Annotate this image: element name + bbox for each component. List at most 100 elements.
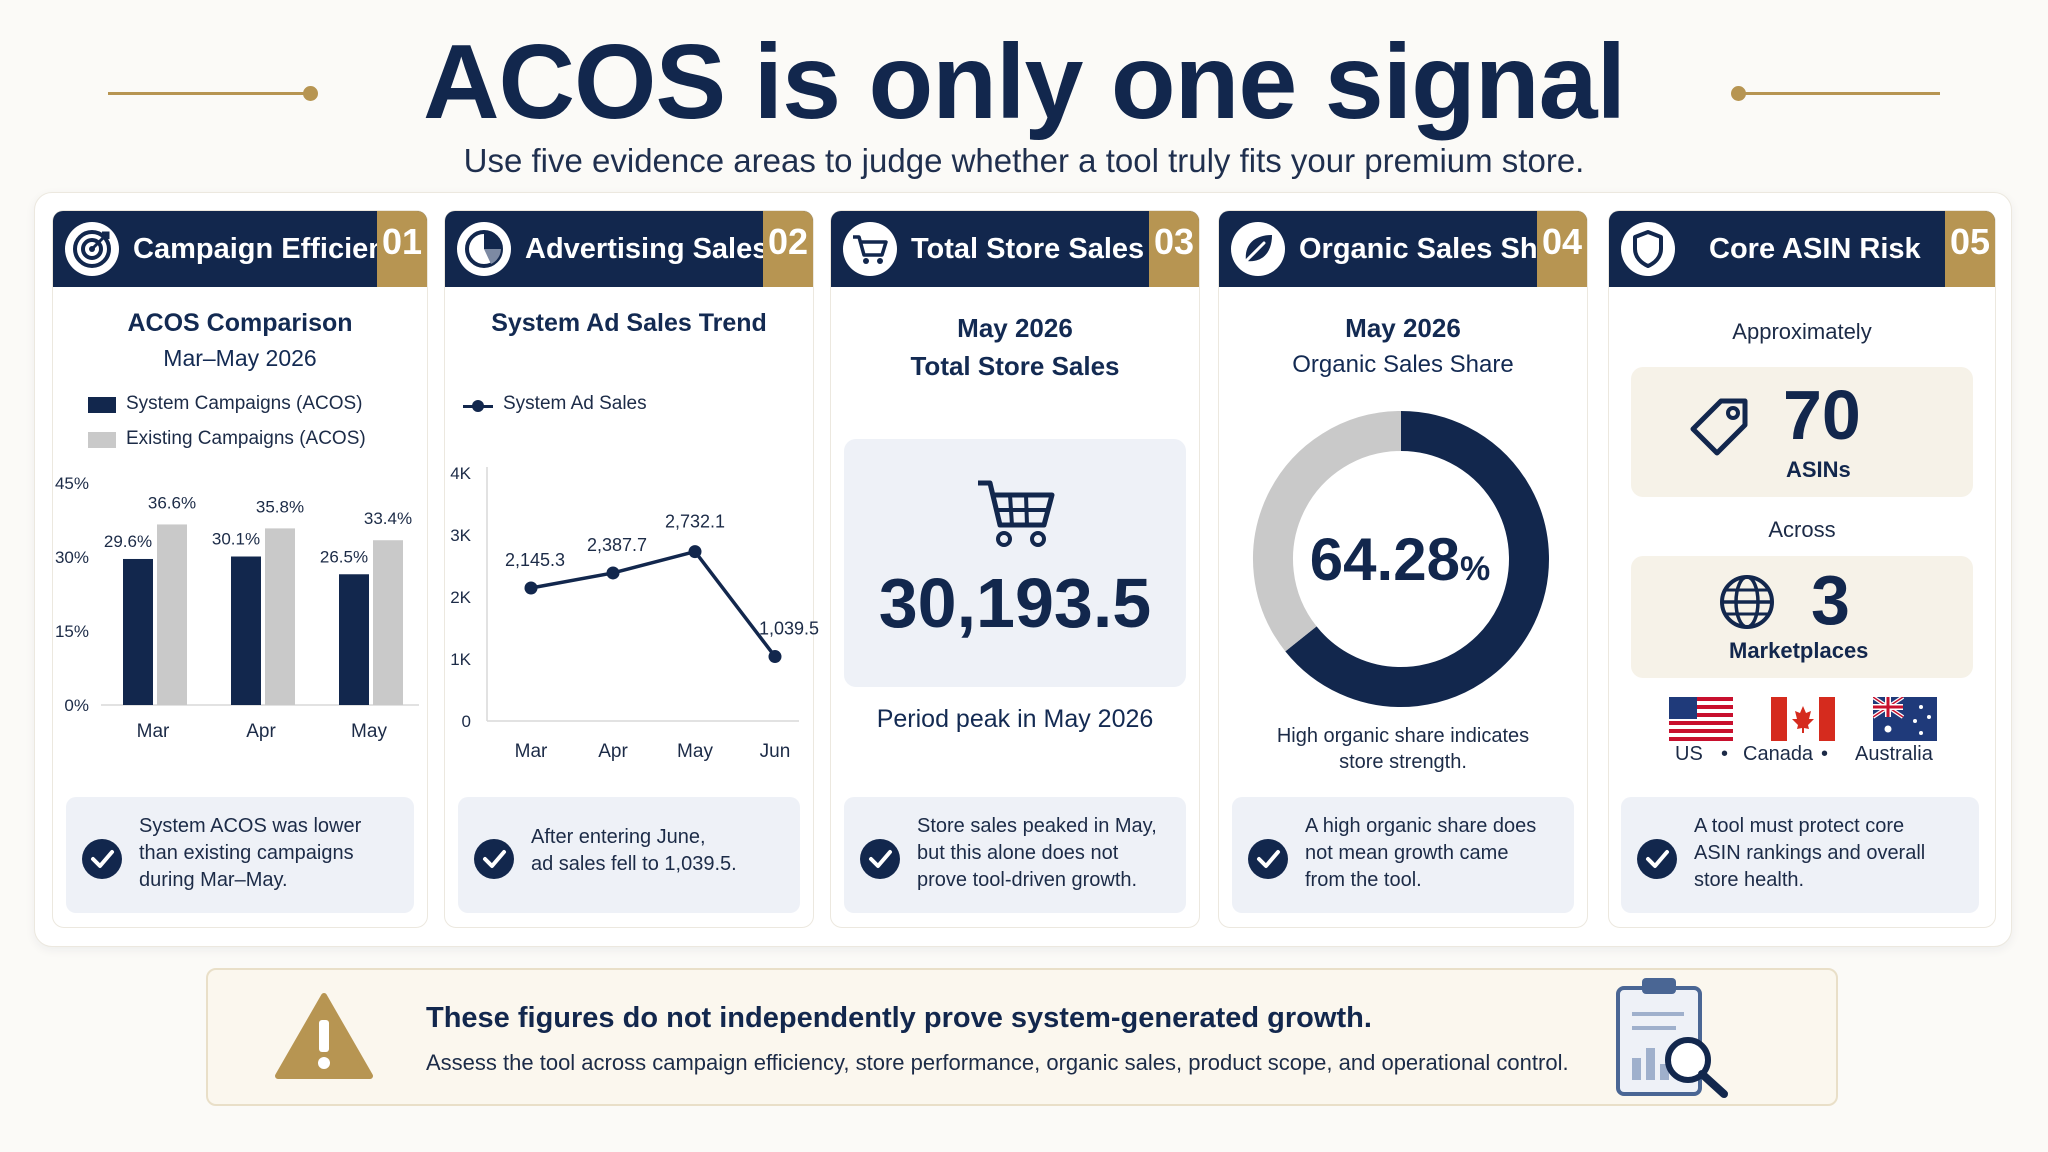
line-point <box>688 545 702 559</box>
column-advertising-sales: Advertising Sales 02 System Ad Sales Tre… <box>444 210 819 928</box>
column-header: Organic Sales Share 04 <box>1219 211 1587 287</box>
marketplace-australia: Australia <box>1855 743 1933 765</box>
column-title: Campaign Efficiency <box>133 233 419 265</box>
warning-banner: These figures do not independently prove… <box>206 968 1838 1106</box>
x-tick-label: May <box>351 721 387 742</box>
y-tick-label: 15% <box>55 622 89 641</box>
x-tick-label: Apr <box>246 721 276 742</box>
page-title: ACOS is only one signal <box>422 23 1626 141</box>
summary-box: A high organic share does not mean growt… <box>1232 797 1574 913</box>
donut-value: 64.28% <box>1309 526 1491 593</box>
summary-text: Store sales peaked in May, but this alon… <box>917 815 1157 891</box>
bar <box>339 574 369 705</box>
summary-text: A tool must protect core ASIN rankings a… <box>1694 815 1926 891</box>
column-header: Advertising Sales 02 <box>445 211 813 287</box>
bar <box>265 528 295 705</box>
column-number: 04 <box>1537 211 1587 287</box>
right-decor-dot <box>1731 86 1746 101</box>
x-tick-label: May <box>677 741 713 762</box>
card-heading-date: May 2026 <box>957 313 1073 343</box>
legend-label-existing: Existing Campaigns (ACOS) <box>126 428 366 449</box>
clipboard-magnifier-icon <box>1610 974 1740 1105</box>
ad-sales-line-chart: 0 1K 2K 3K 4K 2,145.3 Mar 2,387.7 Apr 2,732.1 May 1… <box>450 464 819 762</box>
canada-flag-icon <box>1771 697 1835 741</box>
point-data-label: 2,732.1 <box>665 512 725 532</box>
line-point <box>606 566 620 580</box>
legend-line-dot <box>472 400 484 412</box>
check-icon <box>1248 839 1288 879</box>
card-heading-metric: Total Store Sales <box>910 351 1120 381</box>
total-sales-value: 30,193.5 <box>878 564 1152 642</box>
warning-icon <box>274 992 374 1087</box>
point-data-label: 1,039.5 <box>759 619 819 639</box>
bar <box>231 556 261 705</box>
marketplace-label: Marketplaces <box>1729 638 1869 663</box>
x-tick-label: Mar <box>137 721 170 742</box>
y-tick-label: 1K <box>450 650 471 669</box>
us-flag-icon <box>1669 697 1733 741</box>
summary-text: System ACOS was lower than existing camp… <box>139 815 362 891</box>
column-title: Advertising Sales <box>525 233 769 265</box>
column-organic-sales-share: Organic Sales Share 04 May 2026 Organic … <box>1218 210 1588 928</box>
column-number: 05 <box>1945 211 1995 287</box>
summary-text: A high organic share does not mean growt… <box>1305 815 1537 891</box>
bar-data-label: 35.8% <box>256 497 304 516</box>
card-heading-date: May 2026 <box>1345 313 1461 343</box>
warning-title: These figures do not independently prove… <box>426 1002 1372 1034</box>
donut-slice <box>1253 411 1402 652</box>
column-number: 02 <box>763 211 813 287</box>
column-header: Campaign Efficiency 01 <box>53 211 427 287</box>
page-subtitle: Use five evidence areas to judge whether… <box>463 142 1585 179</box>
legend-label-system: System Campaigns (ACOS) <box>126 393 363 414</box>
bar-data-label: 29.6% <box>104 532 152 551</box>
separator-dot: • <box>1821 743 1829 765</box>
marketplace-canada: Canada <box>1743 743 1814 765</box>
column-number: 03 <box>1149 211 1199 287</box>
shield-icon <box>1621 222 1675 276</box>
marketplace-count-box: 3 Marketplaces <box>1631 556 1973 678</box>
bar-data-label: 36.6% <box>148 493 196 512</box>
bar-data-label: 26.5% <box>320 547 368 566</box>
y-tick-label: 0% <box>64 696 89 715</box>
column-title: Organic Sales Share <box>1299 233 1582 265</box>
warning-text: Assess the tool across campaign efficien… <box>426 1050 1569 1075</box>
acos-bar-chart: 0% 15% 30% 45% 29.6% 36.6% Mar 30.1% 35.8% Apr 26.… <box>55 474 419 742</box>
approx-label: Approximately <box>1732 319 1872 344</box>
column-core-asin-risk: Core ASIN Risk 05 Approximately 70 ASINs… <box>1608 210 1996 928</box>
column-title: Core ASIN Risk <box>1709 233 1921 265</box>
line-point <box>524 581 538 595</box>
legend-label-ad-sales: System Ad Sales <box>503 393 647 414</box>
y-tick-label: 3K <box>450 526 471 545</box>
tag-icon <box>1685 393 1755 468</box>
summary-text: After entering June, ad sales fell to 1,… <box>531 826 737 875</box>
column-header: Total Store Sales 03 <box>831 211 1199 287</box>
y-tick-label: 0 <box>462 712 471 731</box>
donut-note-line2: store strength. <box>1339 751 1467 773</box>
bar <box>123 558 153 705</box>
leaf-icon <box>1231 222 1285 276</box>
x-tick-label: Apr <box>598 741 628 762</box>
x-tick-label: Jun <box>760 741 791 762</box>
bar <box>373 540 403 705</box>
check-icon <box>1637 839 1677 879</box>
column-number: 01 <box>377 211 427 287</box>
legend-swatch-existing <box>88 432 116 448</box>
bar-data-label: 33.4% <box>364 509 412 528</box>
sales-value-box: 30,193.5 <box>844 439 1186 687</box>
across-label: Across <box>1768 517 1836 542</box>
summary-box: After entering June, ad sales fell to 1,… <box>458 797 800 913</box>
organic-share-donut <box>1253 411 1549 707</box>
donut-note-line1: High organic share indicates <box>1276 725 1530 747</box>
y-tick-label: 45% <box>55 474 89 493</box>
chart-title: System Ad Sales Trend <box>491 309 767 337</box>
target-icon <box>65 222 119 276</box>
australia-flag-icon <box>1871 695 1937 741</box>
globe-icon <box>1717 572 1777 637</box>
summary-box: Store sales peaked in May, but this alon… <box>844 797 1186 913</box>
cart-large-icon <box>974 475 1058 556</box>
sales-caption: Period peak in May 2026 <box>876 705 1154 733</box>
chart-subtitle: Mar–May 2026 <box>163 345 317 371</box>
y-tick-label: 30% <box>55 548 89 567</box>
point-data-label: 2,387.7 <box>587 535 647 555</box>
check-icon <box>860 839 900 879</box>
